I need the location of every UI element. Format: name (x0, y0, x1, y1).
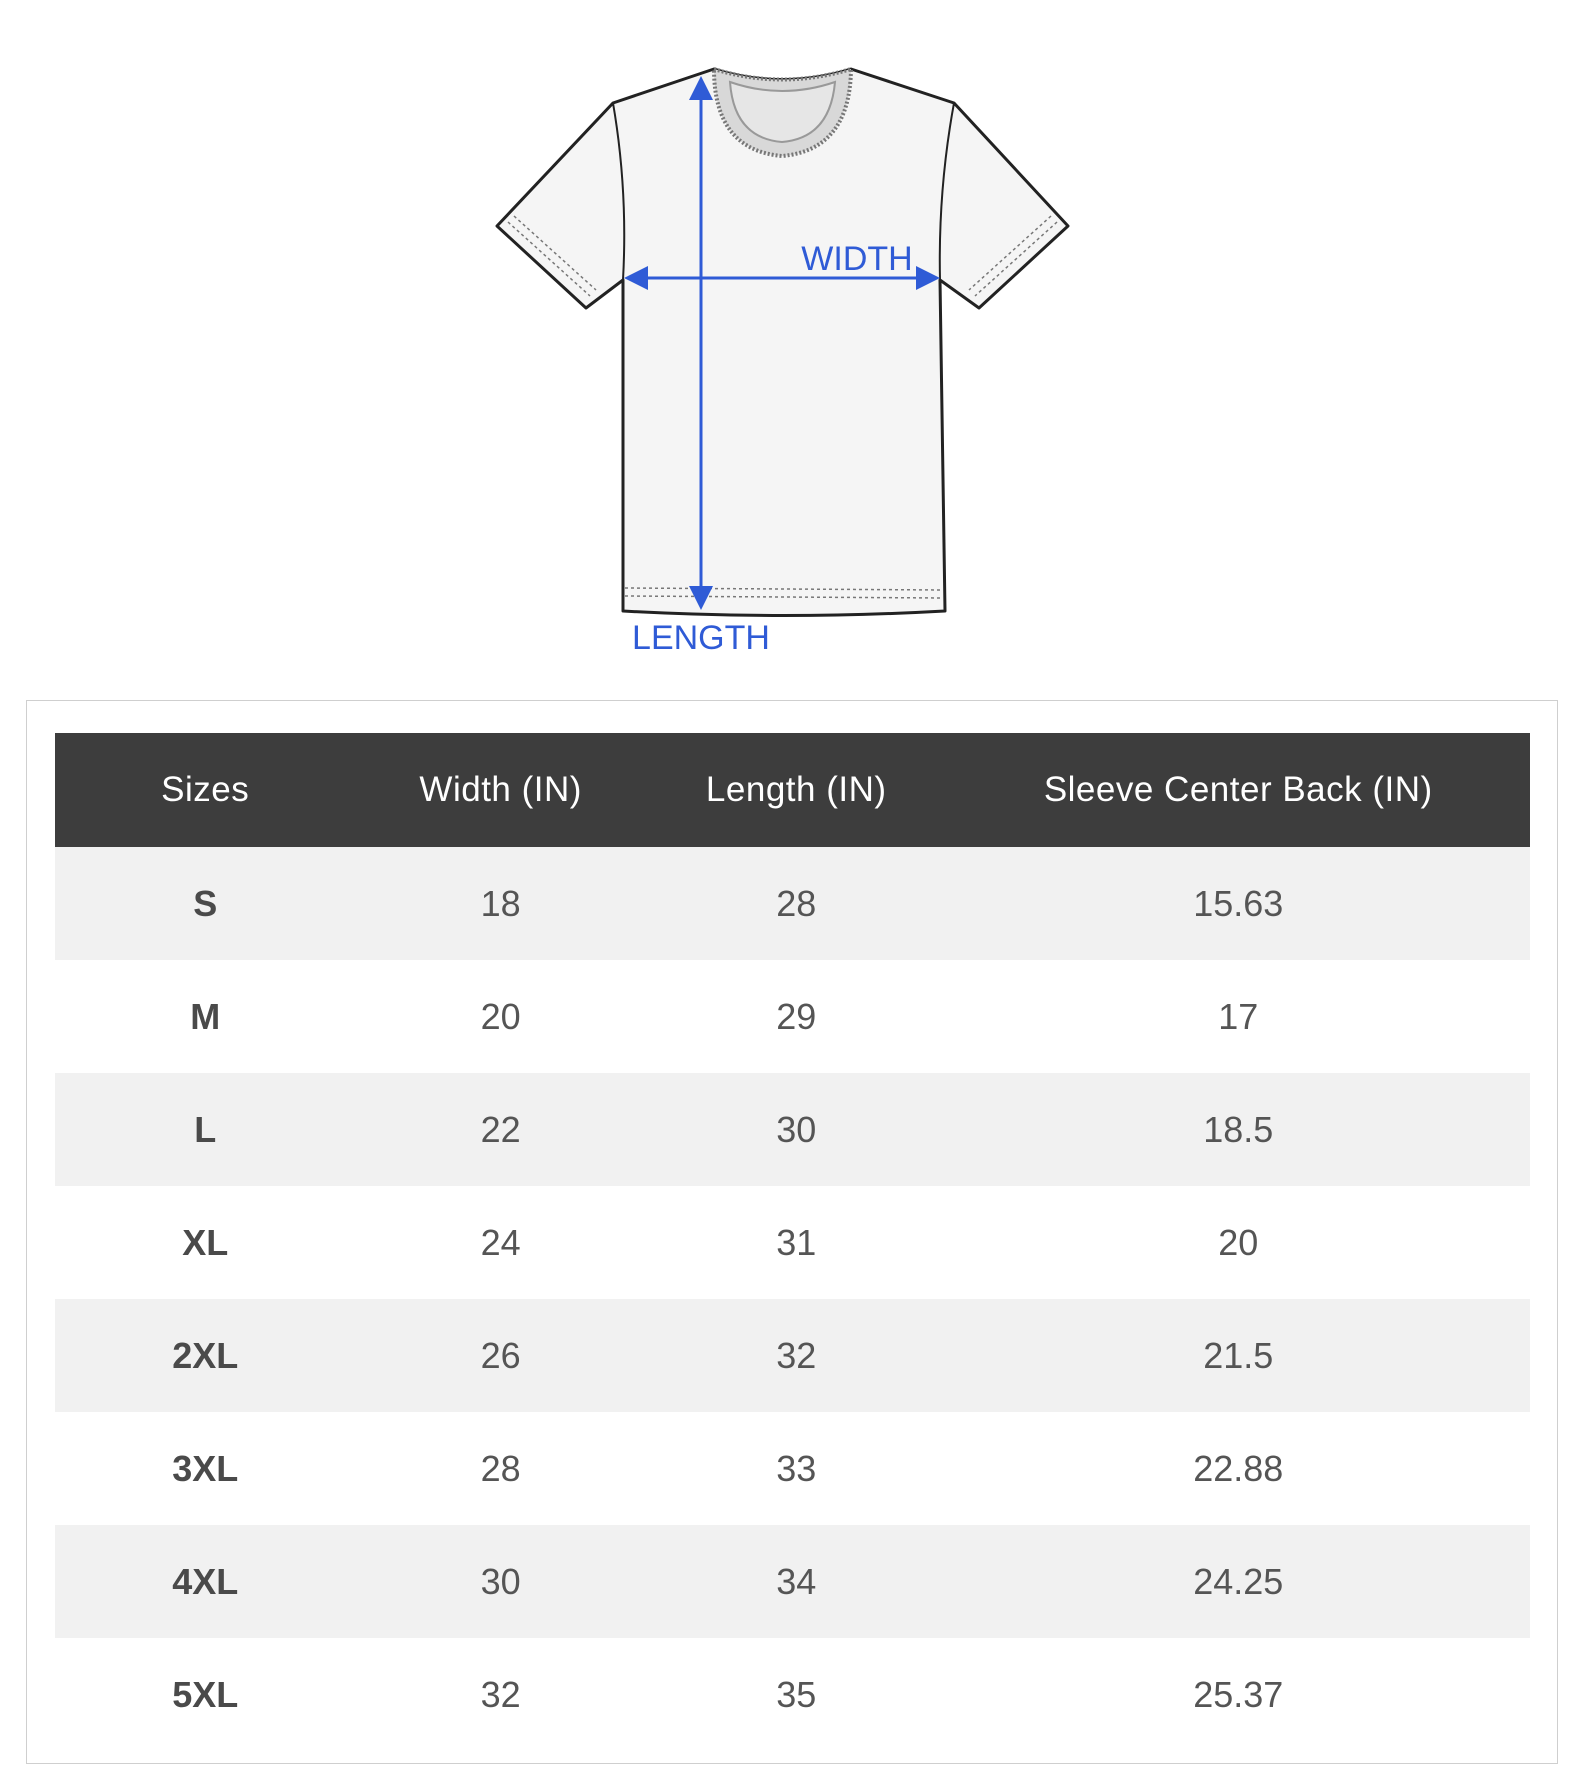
table-row: S 18 28 15.63 (55, 847, 1530, 960)
table-row: 2XL 26 32 21.5 (55, 1299, 1530, 1412)
cell-width: 26 (355, 1299, 646, 1412)
cell-sleeve: 21.5 (946, 1299, 1530, 1412)
cell-length: 34 (645, 1525, 947, 1638)
table-row: XL 24 31 20 (55, 1186, 1530, 1299)
header-width: Width (IN) (355, 733, 646, 847)
cell-sleeve: 24.25 (946, 1525, 1530, 1638)
cell-size: M (190, 995, 221, 1037)
table-row: L 22 30 18.5 (55, 1073, 1530, 1186)
table-row: 4XL 30 34 24.25 (55, 1525, 1530, 1638)
cell-size: XL (182, 1221, 229, 1263)
header-length: Length (IN) (645, 733, 947, 847)
cell-length: 35 (776, 1673, 817, 1715)
cell-size: 5XL (172, 1673, 239, 1715)
cell-sleeve: 15.63 (946, 847, 1530, 960)
cell-size: L (55, 1073, 356, 1186)
cell-sleeve: 20 (1218, 1221, 1259, 1263)
cell-width: 24 (480, 1221, 521, 1263)
cell-size: 3XL (172, 1447, 239, 1489)
cell-width: 20 (480, 995, 521, 1037)
table-row: 5XL 32 35 25.37 (55, 1638, 1530, 1751)
cell-sleeve: 18.5 (946, 1073, 1530, 1186)
table-row: M 20 29 17 (55, 960, 1530, 1073)
cell-width: 22 (355, 1073, 646, 1186)
cell-size: 2XL (55, 1299, 356, 1412)
length-label: LENGTH (632, 619, 770, 657)
cell-length: 29 (776, 995, 817, 1037)
cell-size: S (55, 847, 356, 960)
cell-sleeve: 22.88 (1193, 1447, 1284, 1489)
header-sizes: Sizes (55, 733, 356, 847)
cell-length: 33 (776, 1447, 817, 1489)
size-chart-container (26, 700, 1558, 1764)
header-sleeve: Sleeve Center Back (IN) (946, 733, 1530, 847)
table-row: 3XL 28 33 22.88 (55, 1412, 1530, 1525)
cell-sleeve: 17 (1218, 995, 1259, 1037)
cell-length: 32 (645, 1299, 947, 1412)
cell-width: 18 (355, 847, 646, 960)
cell-sleeve: 25.37 (1193, 1673, 1284, 1715)
tshirt-diagram: WIDTH LENGTH (495, 66, 1070, 657)
cell-length: 31 (776, 1221, 817, 1263)
cell-width: 28 (480, 1447, 521, 1489)
cell-length: 28 (645, 847, 947, 960)
cell-width: 30 (355, 1525, 646, 1638)
table-header-row: Sizes Width (IN) Length (IN) Sleeve Cent… (55, 733, 1530, 847)
width-label: WIDTH (801, 240, 912, 278)
size-chart-table: Sizes Width (IN) Length (IN) Sleeve Cent… (55, 733, 1530, 1751)
cell-width: 32 (480, 1673, 521, 1715)
cell-size: 4XL (55, 1525, 356, 1638)
cell-length: 30 (645, 1073, 947, 1186)
